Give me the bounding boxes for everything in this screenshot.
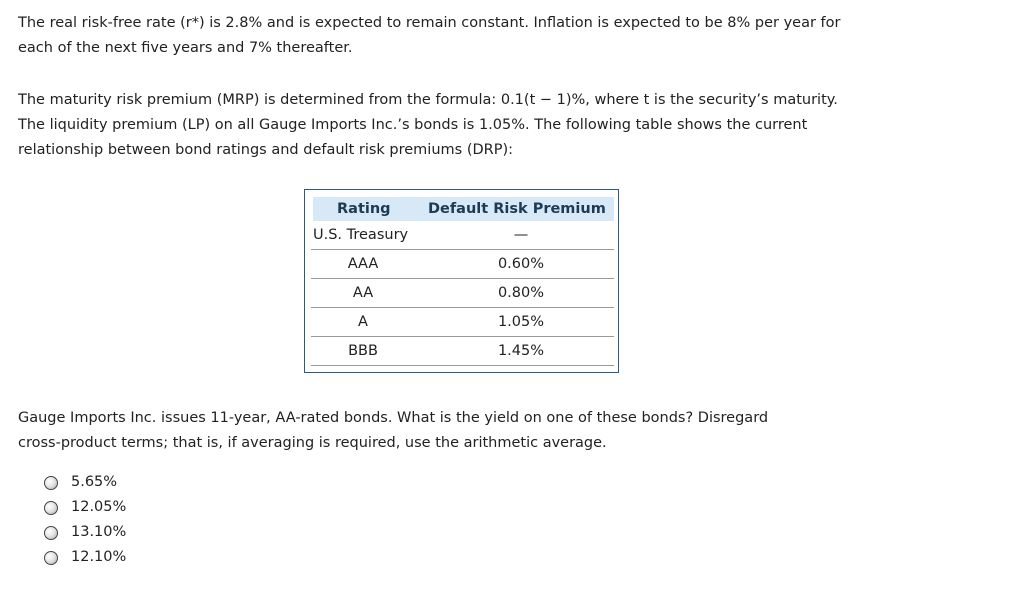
table-row: BBB 1.45% <box>311 337 614 365</box>
header-default-risk-premium: Default Risk Premium <box>428 201 606 217</box>
rating-cell: AA <box>352 285 374 301</box>
answer-option[interactable]: 13.10% <box>44 520 126 545</box>
row-divider <box>311 365 614 366</box>
intro-line-2: each of the next five years and 7% there… <box>18 40 353 56</box>
row-divider <box>311 278 614 279</box>
option-label: 13.10% <box>71 524 127 540</box>
table-row: AA 0.80% <box>311 279 614 307</box>
rating-cell: A <box>358 314 368 330</box>
question-paragraph: Gauge Imports Inc. issues 11-year, AA-ra… <box>18 406 898 456</box>
answer-option[interactable]: 12.10% <box>44 545 126 570</box>
rating-cell: AAA <box>347 256 379 272</box>
premiums-line-2: The liquidity premium (LP) on all Gauge … <box>18 117 808 133</box>
radio-button[interactable] <box>44 525 58 540</box>
drp-cell: 1.05% <box>497 314 545 330</box>
drp-table: Rating Default Risk Premium U.S. Treasur… <box>304 189 619 373</box>
header-rating: Rating <box>337 201 391 217</box>
drp-cell: 0.80% <box>497 285 545 301</box>
radio-button[interactable] <box>44 550 58 565</box>
radio-button[interactable] <box>44 475 58 490</box>
table-row: A 1.05% <box>311 308 614 336</box>
intro-paragraph: The real risk-free rate (r*) is 2.8% and… <box>18 11 938 61</box>
question-line-1: Gauge Imports Inc. issues 11-year, AA-ra… <box>18 410 769 426</box>
table-row: U.S. Treasury — <box>311 221 614 249</box>
row-divider <box>311 307 614 308</box>
drp-cell: — <box>513 227 529 243</box>
option-label: 12.10% <box>71 549 127 565</box>
table-row: AAA 0.60% <box>311 250 614 278</box>
answer-option[interactable]: 12.05% <box>44 495 126 520</box>
answer-options: 5.65% 12.05% 13.10% 12.10% <box>44 470 126 570</box>
option-label: 12.05% <box>71 499 127 515</box>
rating-cell: U.S. Treasury <box>313 227 409 243</box>
premiums-line-3: relationship between bond ratings and de… <box>18 142 513 158</box>
rating-cell: BBB <box>348 343 378 359</box>
drp-cell: 1.45% <box>497 343 545 359</box>
intro-line-1: The real risk-free rate (r*) is 2.8% and… <box>18 15 841 31</box>
option-label: 5.65% <box>71 474 118 490</box>
table-header: Rating Default Risk Premium <box>313 197 614 221</box>
answer-option[interactable]: 5.65% <box>44 470 126 495</box>
premiums-paragraph: The maturity risk premium (MRP) is deter… <box>18 88 938 163</box>
radio-button[interactable] <box>44 500 58 515</box>
row-divider <box>311 336 614 337</box>
drp-cell: 0.60% <box>497 256 545 272</box>
question-line-2: cross-product terms; that is, if averagi… <box>18 435 607 451</box>
premiums-line-1: The maturity risk premium (MRP) is deter… <box>18 92 838 108</box>
row-divider <box>311 249 614 250</box>
